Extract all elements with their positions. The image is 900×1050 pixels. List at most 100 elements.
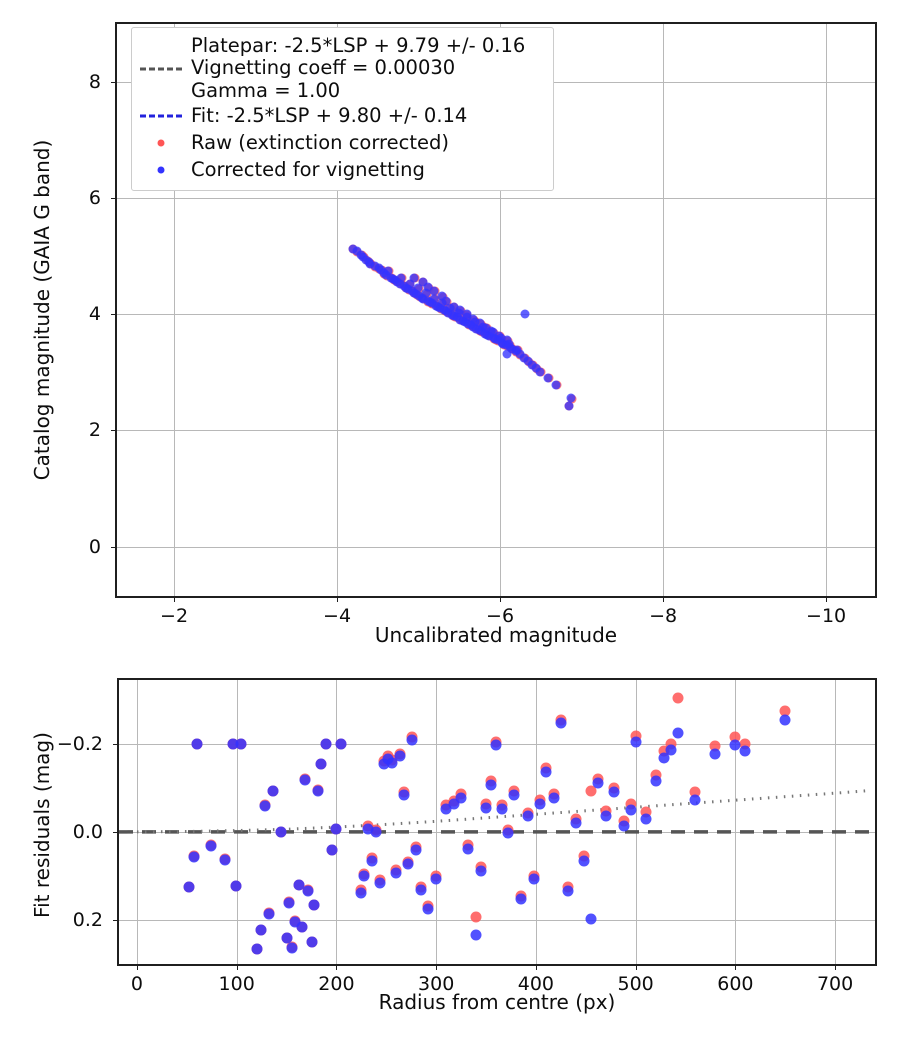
scatter-point [335,738,347,750]
legend-entry-raw: Raw (extinction corrected) [140,129,543,156]
x-tick-label: −8 [649,605,678,627]
x-tick-label: 100 [218,973,255,995]
x-tick-mark [136,965,138,970]
scatter-point [709,740,721,752]
legend-label-fit: Fit: -2.5*LSP + 9.80 +/- 0.14 [191,103,468,127]
scatter-point [455,305,465,315]
dashed-blue-line-icon [140,107,182,125]
gridline-vertical [663,24,665,596]
scatter-point [665,738,677,750]
legend-platepar-line1: Platepar: -2.5*LSP + 9.79 +/- 0.16 [191,34,526,57]
scatter-point [422,903,434,915]
scatter-point [658,745,670,757]
scatter-point [496,333,506,343]
scatter-point [470,929,482,941]
y-tick-mark [113,831,118,833]
x-tick-mark [663,597,665,602]
x-tick-mark [436,965,438,970]
scatter-point [592,777,604,789]
scatter-point [405,279,415,289]
y-tick-label: 0.2 [72,908,103,931]
scatter-point [468,314,478,324]
scatter-point [578,855,590,867]
scatter-point [296,921,308,933]
scatter-point [585,913,597,925]
x-axis-label-panel1: Uncalibrated magnitude [374,623,618,647]
scatter-point [267,785,279,797]
scatter-point [281,932,293,944]
scatter-point [779,714,791,726]
gridline-horizontal [117,314,875,316]
x-tick-mark [635,965,637,970]
scatter-point [366,855,378,867]
legend-label-corrected: Corrected for vignetting [191,157,425,181]
scatter-point [481,323,491,333]
dashed-gray-line-icon [140,60,182,78]
x-tick-label: −6 [486,605,515,627]
scatter-point [658,752,670,764]
scatter-point [330,823,342,835]
scatter-point [440,803,452,815]
scatter-point [462,843,474,855]
scatter-point [410,844,422,856]
scatter-point [540,766,552,778]
scatter-point [520,309,530,319]
scatter-point [394,750,406,762]
plot-area-1 [117,24,875,596]
scatter-point [689,794,701,806]
x-tick-label: 500 [617,973,654,995]
gridline-vertical [826,24,828,596]
scatter-point [429,286,439,296]
scatter-point [488,327,498,337]
scatter-point [315,758,327,770]
scatter-point [259,800,271,812]
scatter-point [480,802,492,814]
legend-label-platepar: Platepar: -2.5*LSP + 9.79 +/- 0.16 Vigne… [191,34,526,102]
legend-platepar-line2: Vignetting coeff = 0.00030 [191,56,456,80]
scatter-point [409,273,419,283]
y-axis-label-panel1: Catalog magnitude (GAIA G band) [30,139,54,481]
scatter-point [508,789,520,801]
y-tick-mark [111,314,116,316]
scatter-point [326,844,338,856]
scatter-point [312,785,324,797]
scatter-point [548,792,560,804]
x-tick-mark [174,597,176,602]
scatter-point [515,893,527,905]
y-tick-label: 8 [88,71,101,94]
y-axis-label-panel2: Fit residuals (mag) [30,732,54,918]
scatter-point [564,401,574,411]
gridline-horizontal [117,198,875,200]
scatter-point [672,692,684,704]
legend-panel1: Platepar: -2.5*LSP + 9.79 +/- 0.16 Vigne… [131,27,554,192]
x-tick-label: 700 [816,973,854,995]
scatter-point [672,727,684,739]
gridline-horizontal [117,546,875,548]
legend-entry-fit: Fit: -2.5*LSP + 9.80 +/- 0.14 [140,102,543,129]
scatter-point [665,744,677,756]
scatter-point [415,884,427,896]
scatter-point [235,738,247,750]
scatter-point [205,840,217,852]
scatter-point [263,908,275,920]
gridline-vertical [236,680,238,964]
scatter-point [302,885,314,897]
scatter-point [485,779,497,791]
scatter-point [188,851,200,863]
plot-area-2 [119,680,875,964]
x-tick-mark [826,597,828,602]
scatter-point [230,880,242,892]
x-axis-label-panel2: Radius from centre (px) [378,990,616,1014]
scatter-point [689,786,701,798]
scatter-point [251,943,263,955]
scatter-point [470,911,482,923]
scatter-point [352,246,362,256]
scatter-point [585,785,597,797]
y-tick-mark [113,743,118,745]
y-tick-mark [113,919,118,921]
y-tick-label: −0.2 [56,732,103,755]
scatter-point [402,858,414,870]
gridline-horizontal [119,919,875,921]
scatter-point [283,897,295,909]
legend-entry-corrected: Corrected for vignetting [140,156,543,183]
